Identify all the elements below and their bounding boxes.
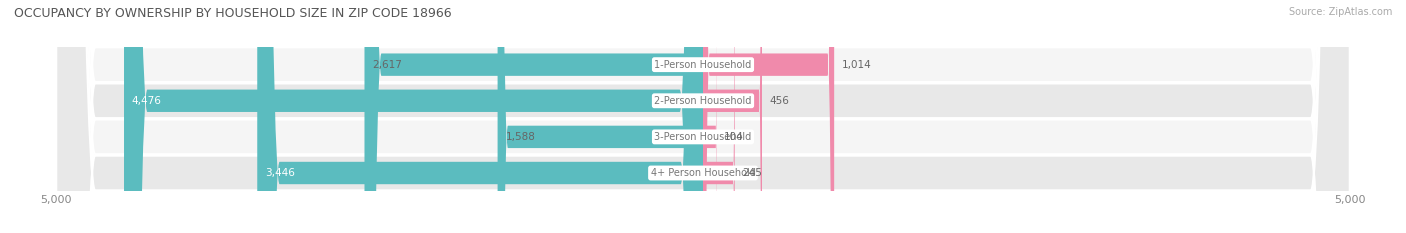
FancyBboxPatch shape xyxy=(56,0,1350,233)
Text: Source: ZipAtlas.com: Source: ZipAtlas.com xyxy=(1288,7,1392,17)
Text: 104: 104 xyxy=(724,132,744,142)
FancyBboxPatch shape xyxy=(257,0,703,233)
FancyBboxPatch shape xyxy=(124,0,703,233)
Text: 1,588: 1,588 xyxy=(505,132,536,142)
Text: 2,617: 2,617 xyxy=(373,60,402,70)
Text: 1-Person Household: 1-Person Household xyxy=(654,60,752,70)
Text: OCCUPANCY BY OWNERSHIP BY HOUSEHOLD SIZE IN ZIP CODE 18966: OCCUPANCY BY OWNERSHIP BY HOUSEHOLD SIZE… xyxy=(14,7,451,20)
FancyBboxPatch shape xyxy=(703,0,762,233)
Text: 4,476: 4,476 xyxy=(132,96,162,106)
FancyBboxPatch shape xyxy=(703,0,834,233)
Text: 456: 456 xyxy=(769,96,790,106)
FancyBboxPatch shape xyxy=(498,0,703,233)
FancyBboxPatch shape xyxy=(364,0,703,233)
Text: 3,446: 3,446 xyxy=(264,168,295,178)
FancyBboxPatch shape xyxy=(703,0,717,233)
Text: 1,014: 1,014 xyxy=(842,60,872,70)
FancyBboxPatch shape xyxy=(56,0,1350,233)
FancyBboxPatch shape xyxy=(56,0,1350,233)
FancyBboxPatch shape xyxy=(703,0,735,233)
FancyBboxPatch shape xyxy=(56,0,1350,233)
Text: 4+ Person Household: 4+ Person Household xyxy=(651,168,755,178)
Text: 3-Person Household: 3-Person Household xyxy=(654,132,752,142)
Text: 245: 245 xyxy=(742,168,762,178)
Text: 2-Person Household: 2-Person Household xyxy=(654,96,752,106)
